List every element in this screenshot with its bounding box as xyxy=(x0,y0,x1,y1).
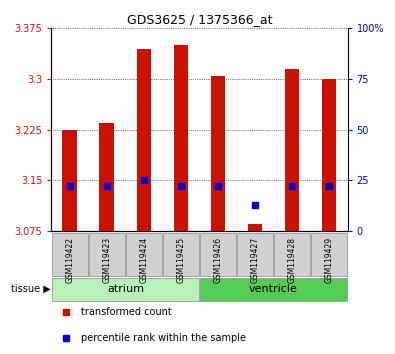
Bar xyxy=(100,123,114,231)
Bar xyxy=(137,48,151,231)
Text: GSM119429: GSM119429 xyxy=(325,236,334,283)
Text: GSM119423: GSM119423 xyxy=(102,236,111,283)
FancyBboxPatch shape xyxy=(126,233,162,276)
FancyBboxPatch shape xyxy=(311,233,347,276)
FancyBboxPatch shape xyxy=(200,233,236,276)
Text: GSM119422: GSM119422 xyxy=(65,236,74,282)
Bar xyxy=(211,76,226,231)
FancyBboxPatch shape xyxy=(237,233,273,276)
Text: tissue ▶: tissue ▶ xyxy=(11,284,51,294)
FancyBboxPatch shape xyxy=(52,278,199,301)
Bar xyxy=(285,69,299,231)
Text: GSM119426: GSM119426 xyxy=(213,236,222,283)
Text: GSM119427: GSM119427 xyxy=(250,236,260,283)
Bar xyxy=(62,130,77,231)
Text: transformed count: transformed count xyxy=(81,307,172,317)
Text: GSM119428: GSM119428 xyxy=(288,236,297,282)
Bar xyxy=(322,79,337,231)
FancyBboxPatch shape xyxy=(163,233,199,276)
FancyBboxPatch shape xyxy=(89,233,125,276)
FancyBboxPatch shape xyxy=(274,233,310,276)
FancyBboxPatch shape xyxy=(200,278,347,301)
Text: atrium: atrium xyxy=(107,284,144,294)
Title: GDS3625 / 1375366_at: GDS3625 / 1375366_at xyxy=(127,13,272,26)
Text: percentile rank within the sample: percentile rank within the sample xyxy=(81,333,246,343)
Text: ventricle: ventricle xyxy=(249,284,298,294)
Text: GSM119424: GSM119424 xyxy=(139,236,149,283)
Bar xyxy=(248,224,262,231)
Bar xyxy=(173,45,188,231)
Text: GSM119425: GSM119425 xyxy=(177,236,186,283)
FancyBboxPatch shape xyxy=(52,233,88,276)
